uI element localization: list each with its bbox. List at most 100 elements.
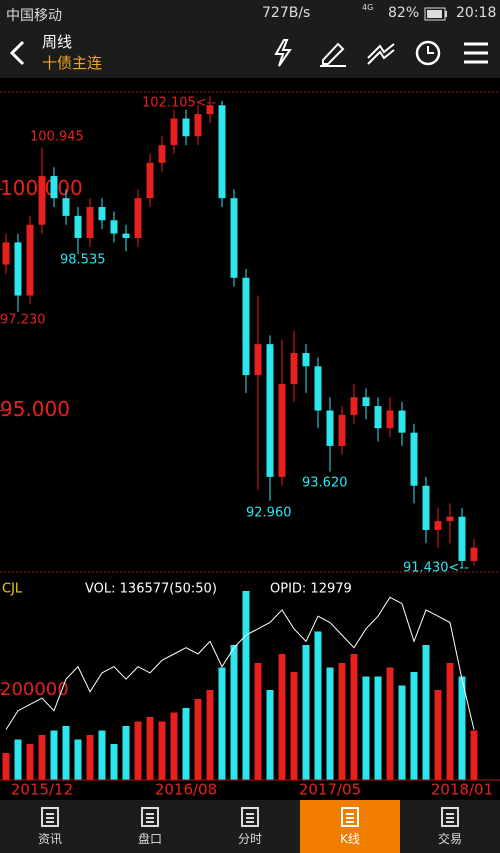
tab[interactable]: K线 <box>300 800 400 853</box>
volume-bar <box>374 676 382 780</box>
candle-body <box>422 485 430 530</box>
candle-body <box>2 242 10 265</box>
volume-bar <box>74 739 82 780</box>
volume-bar <box>50 730 58 780</box>
candle-body <box>410 432 418 486</box>
tab-icon <box>141 807 159 827</box>
candle-body <box>146 162 154 199</box>
back-button[interactable] <box>8 40 28 66</box>
candle-body <box>206 105 214 115</box>
x-tick-label: 2018/01 <box>431 781 493 799</box>
tab-bar: 资讯 盘口 分时 K线 交易 <box>0 800 500 853</box>
tab-icon <box>341 807 359 827</box>
candle-body <box>62 198 70 216</box>
tab-label: 盘口 <box>137 832 162 846</box>
tab[interactable]: 分时 <box>200 800 300 853</box>
candle-body <box>218 105 226 199</box>
volume-bar <box>134 721 142 780</box>
candle-body <box>50 176 58 199</box>
flash-icon[interactable] <box>274 39 292 67</box>
volume-bar <box>326 667 334 780</box>
network: 4G <box>362 3 374 12</box>
volume-bar <box>302 645 310 780</box>
volume-bar <box>422 645 430 780</box>
candle-body <box>470 547 478 561</box>
status-bar: 中国移动 727B/s 4G 82% 20:18 <box>0 0 500 28</box>
legend-entry: VOL: 136577(50:50) <box>85 582 217 597</box>
volume-bar <box>26 744 34 780</box>
candle-body <box>446 516 454 522</box>
draw-icon[interactable] <box>320 42 346 67</box>
candle-body <box>122 233 130 238</box>
tab[interactable]: 资讯 <box>0 800 100 853</box>
volume-bar <box>62 726 70 780</box>
candle-body <box>14 242 22 296</box>
candle-body <box>170 118 178 146</box>
volume-bar <box>2 753 10 780</box>
indicator-icon[interactable] <box>367 43 395 65</box>
volume-bar <box>98 730 106 780</box>
toolbar <box>274 39 488 67</box>
volume-bar <box>242 591 250 780</box>
volume-bar <box>350 654 358 780</box>
tab[interactable]: 盘口 <box>100 800 200 853</box>
candle-body <box>230 198 238 278</box>
candle-body <box>38 176 46 225</box>
candle-body <box>362 397 370 407</box>
candle-body <box>98 207 106 221</box>
volume-bar <box>290 672 298 780</box>
tab-icon <box>241 807 259 827</box>
volume-bar <box>146 717 154 780</box>
indicator-name: CJL <box>2 582 23 597</box>
volume-bar <box>338 663 346 780</box>
candle-body <box>290 353 298 384</box>
candle-body <box>86 207 94 238</box>
clock: 20:18 <box>456 5 497 21</box>
volume-bar <box>398 685 406 780</box>
candle-body <box>398 410 406 433</box>
volume-bar <box>38 735 46 780</box>
candle-body <box>338 414 346 446</box>
candle-body <box>458 516 466 561</box>
extreme-label: 102.105<-- <box>142 96 216 111</box>
battery: 82% <box>388 5 420 21</box>
extreme-label: 100.945 <box>30 130 84 145</box>
tab-icon <box>41 807 59 827</box>
volume-bar <box>266 690 274 780</box>
tab-label: 分时 <box>237 832 262 846</box>
instrument: 十债主连 <box>42 54 103 72</box>
legend-entry: OPID: 12979 <box>270 582 352 597</box>
carrier: 中国移动 <box>6 8 62 24</box>
volume-bar <box>182 708 190 780</box>
tab-label: K线 <box>340 832 360 846</box>
x-tick-label: 2016/08 <box>155 781 217 799</box>
tab[interactable]: 交易 <box>400 800 500 853</box>
volume-bar <box>230 645 238 780</box>
volume-bar <box>470 730 478 780</box>
volume-bar <box>158 721 166 780</box>
volume-bar <box>314 631 322 780</box>
volume-bar <box>386 667 394 780</box>
candle-body <box>74 215 82 238</box>
tab-label: 交易 <box>437 832 462 846</box>
candle-body <box>266 344 274 477</box>
candle-body <box>194 114 202 137</box>
candle-body <box>434 521 442 530</box>
candle-body <box>158 145 166 163</box>
battery-icon <box>424 7 447 21</box>
candle-body <box>110 220 118 234</box>
volume-bar <box>110 744 118 780</box>
candle-body <box>182 118 190 137</box>
tab-label: 资讯 <box>37 832 62 846</box>
candle-body <box>26 224 34 296</box>
volume-bar <box>410 672 418 780</box>
extreme-label: 98.535 <box>60 253 106 268</box>
chart: 95.000100.000102.105<--100.94598.53597.2… <box>0 91 500 799</box>
clock-icon[interactable] <box>415 40 441 66</box>
candle-body <box>326 410 334 446</box>
candle-body <box>374 406 382 429</box>
net-speed: 727B/s <box>262 5 311 21</box>
menu-icon[interactable] <box>464 42 488 64</box>
volume-bar <box>278 654 286 780</box>
